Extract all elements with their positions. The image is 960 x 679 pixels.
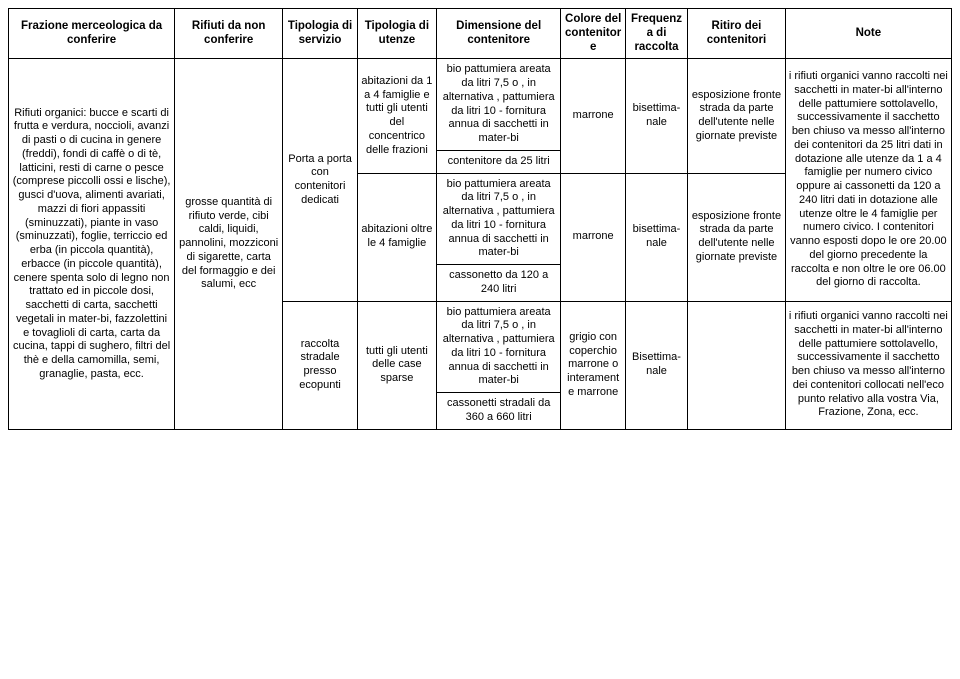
waste-table: Frazione merceologica da conferire Rifiu… xyxy=(8,8,952,430)
cell-ritiro-2: esposizione fronte strada da parte dell'… xyxy=(688,173,786,301)
cell-utenze-1: abitazioni da 1 a 4 famiglie e tutti gli… xyxy=(357,59,436,173)
header-row: Frazione merceologica da conferire Rifiu… xyxy=(9,9,952,59)
th-freq: Frequenza di raccolta xyxy=(625,9,687,59)
cell-colore-2: marrone xyxy=(561,173,625,301)
cell-note-1: i rifiuti organici vanno raccolti nei sa… xyxy=(785,59,951,301)
th-note: Note xyxy=(785,9,951,59)
cell-utenze-2: abitazioni oltre le 4 famiglie xyxy=(357,173,436,301)
cell-servizio-2: raccolta stradale presso ecopunti xyxy=(283,301,358,429)
cell-frazione: Rifiuti organici: bucce e scarti di frut… xyxy=(9,59,175,429)
cell-dim-5: bio pattumiera areata da litri 7,5 o , i… xyxy=(436,301,561,393)
th-colore: Colore del contenitore xyxy=(561,9,625,59)
th-servizio: Tipologia di servizio xyxy=(283,9,358,59)
cell-freq-3: Bisettima-nale xyxy=(625,301,687,429)
cell-colore-1: marrone xyxy=(561,59,625,173)
cell-ritiro-3 xyxy=(688,301,786,429)
cell-dim-6: cassonetti stradali da 360 a 660 litri xyxy=(436,393,561,430)
cell-dim-1: bio pattumiera areata da litri 7,5 o , i… xyxy=(436,59,561,151)
cell-dim-4: cassonetto da 120 a 240 litri xyxy=(436,265,561,302)
cell-note-2: i rifiuti organici vanno raccolti nei sa… xyxy=(785,301,951,429)
th-frazione: Frazione merceologica da conferire xyxy=(9,9,175,59)
cell-servizio-1: Porta a porta con contenitori dedicati xyxy=(283,59,358,301)
cell-dim-3: bio pattumiera areata da litri 7,5 o , i… xyxy=(436,173,561,265)
cell-utenze-3: tutti gli utenti delle case sparse xyxy=(357,301,436,429)
cell-dim-2: contenitore da 25 litri xyxy=(436,150,561,173)
th-utenze: Tipologia di utenze xyxy=(357,9,436,59)
table-row: Rifiuti organici: bucce e scarti di frut… xyxy=(9,59,952,151)
th-rifiuti: Rifiuti da non conferire xyxy=(175,9,283,59)
cell-ritiro-1: esposizione fronte strada da parte dell'… xyxy=(688,59,786,173)
cell-freq-1: bisettima-nale xyxy=(625,59,687,173)
cell-freq-2: bisettima-nale xyxy=(625,173,687,301)
th-dim: Dimensione del contenitore xyxy=(436,9,561,59)
cell-colore-3: grigio con coperchio marrone o interamen… xyxy=(561,301,625,429)
th-ritiro: Ritiro dei contenitori xyxy=(688,9,786,59)
cell-rifiuti-no: grosse quantità di rifiuto verde, cibi c… xyxy=(175,59,283,429)
